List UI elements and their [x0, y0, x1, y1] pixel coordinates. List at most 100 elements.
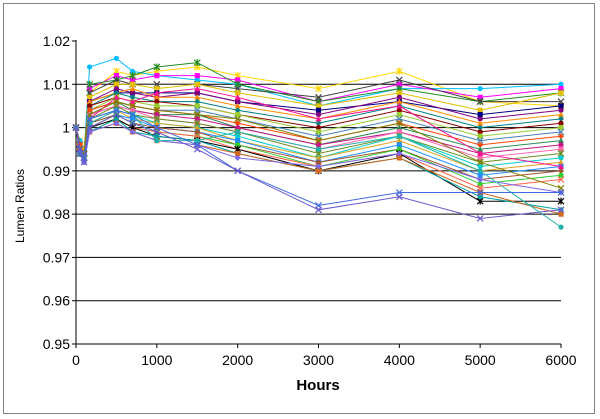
data-point — [315, 107, 322, 113]
data-point — [396, 98, 403, 105]
data-point — [112, 111, 120, 119]
x-tick-label: 6000 — [545, 352, 576, 368]
data-point — [476, 158, 484, 166]
x-axis-label: Hours — [296, 377, 339, 394]
data-point — [477, 176, 484, 183]
data-point — [129, 128, 136, 135]
data-point — [396, 111, 402, 118]
data-point — [557, 206, 565, 214]
data-point — [194, 77, 200, 83]
data-point — [113, 120, 120, 127]
y-tick-label: 1.02 — [43, 33, 70, 49]
data-point — [194, 124, 201, 131]
y-tick-label: 1 — [62, 120, 70, 136]
data-point — [558, 120, 564, 126]
data-point — [112, 98, 120, 106]
data-point — [153, 63, 161, 71]
data-point — [234, 120, 241, 127]
data-point — [235, 137, 241, 144]
data-point — [235, 111, 241, 118]
data-point — [154, 73, 160, 79]
data-point — [477, 150, 484, 157]
data-point — [86, 107, 93, 114]
data-point — [193, 59, 201, 67]
data-point — [558, 86, 564, 92]
data-point — [153, 120, 160, 126]
data-point — [315, 137, 322, 144]
data-point — [557, 189, 565, 196]
data-point — [558, 224, 564, 230]
data-point — [154, 137, 160, 144]
series-lines — [72, 55, 565, 230]
data-point — [80, 158, 88, 166]
data-point — [477, 86, 483, 92]
data-point — [86, 124, 94, 131]
data-point — [477, 107, 483, 113]
data-point — [113, 89, 120, 96]
data-point — [86, 64, 93, 70]
data-point — [396, 90, 402, 96]
data-point — [315, 129, 322, 135]
x-tick-label: 2000 — [222, 352, 253, 368]
data-point — [477, 181, 483, 187]
data-point — [477, 168, 483, 174]
data-point — [154, 86, 160, 92]
data-point — [154, 111, 160, 118]
data-point — [234, 107, 241, 114]
data-point — [558, 172, 564, 178]
data-point — [153, 106, 161, 114]
data-point — [315, 159, 322, 166]
y-tick-label: 0.96 — [43, 293, 70, 309]
data-point — [558, 155, 564, 161]
data-point — [477, 129, 483, 135]
data-point — [395, 119, 403, 127]
data-point — [476, 137, 484, 144]
data-point — [558, 163, 564, 170]
x-tick-label: 5000 — [465, 352, 496, 368]
data-point — [315, 85, 322, 93]
data-point — [477, 163, 483, 170]
data-point — [129, 102, 137, 110]
data-point — [395, 193, 403, 201]
data-point — [235, 99, 241, 105]
data-point — [113, 81, 120, 87]
x-tick-label: 0 — [72, 352, 80, 368]
data-point — [396, 124, 403, 131]
data-point — [315, 120, 322, 127]
data-point — [476, 215, 484, 222]
data-point — [477, 172, 483, 178]
data-point — [315, 124, 322, 131]
data-point — [558, 146, 564, 152]
data-point — [129, 119, 137, 127]
data-point — [193, 145, 201, 153]
data-point — [315, 115, 322, 122]
data-point — [315, 142, 322, 148]
data-point — [315, 168, 322, 174]
data-point — [396, 129, 402, 135]
data-point — [235, 90, 241, 96]
data-point — [476, 189, 484, 196]
data-point — [557, 128, 565, 136]
y-tick-label: 0.97 — [43, 249, 70, 265]
data-point — [154, 99, 160, 105]
data-point — [396, 107, 402, 113]
data-point — [476, 98, 484, 106]
data-point — [129, 116, 136, 122]
data-point — [129, 77, 136, 83]
data-point — [234, 94, 241, 100]
data-point — [558, 159, 564, 165]
y-tick-label: 1.01 — [43, 76, 70, 92]
data-point — [477, 124, 484, 131]
data-point — [557, 197, 565, 205]
data-point — [153, 128, 161, 136]
data-point — [477, 116, 483, 122]
data-point — [194, 116, 200, 122]
data-point — [234, 154, 241, 161]
data-point — [129, 94, 136, 101]
data-point — [315, 154, 322, 161]
series-33 — [72, 111, 565, 222]
data-point — [129, 85, 136, 92]
data-point — [234, 102, 241, 109]
data-point — [315, 146, 322, 152]
data-point — [558, 137, 564, 144]
